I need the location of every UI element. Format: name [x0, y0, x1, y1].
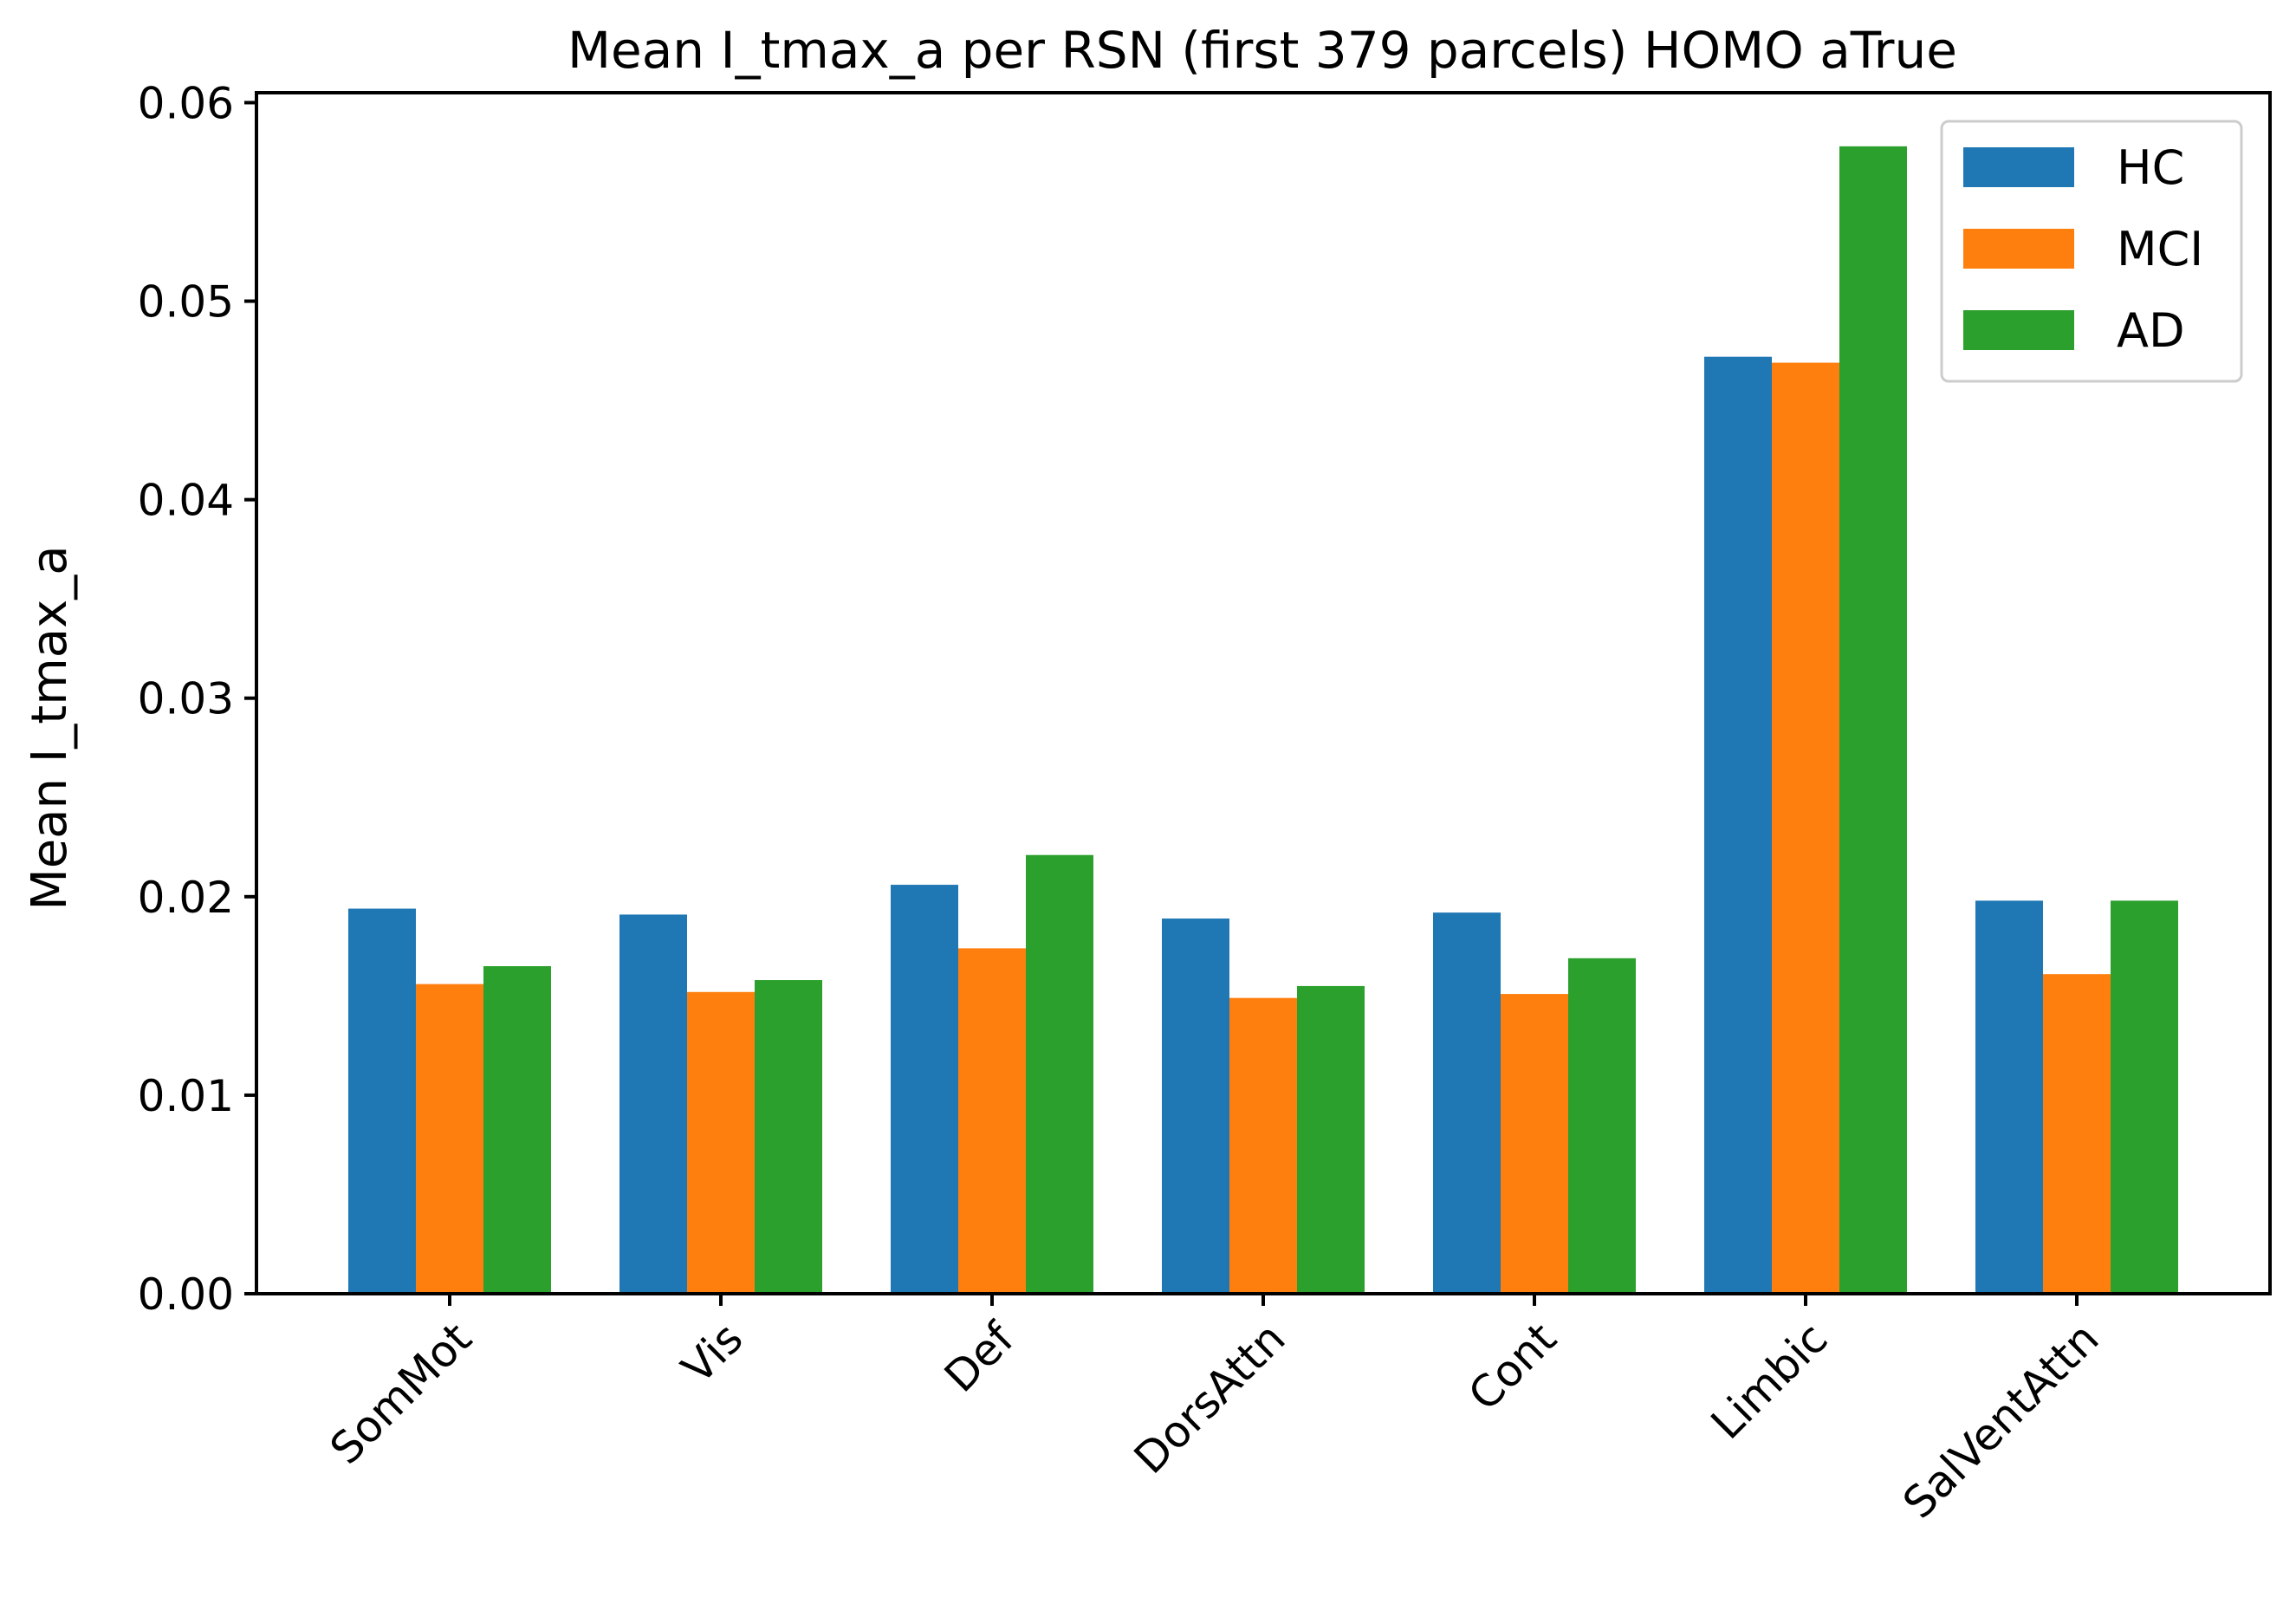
- bar-ad-salventattn: [2111, 900, 2178, 1294]
- legend-label-mci: MCI: [2117, 222, 2203, 276]
- legend-swatch-ad: [1963, 310, 2074, 350]
- bar-ad-def: [1026, 854, 1093, 1294]
- bar-ad-sommot: [483, 966, 551, 1294]
- bar-hc-limbic: [1704, 356, 1772, 1294]
- legend: HC MCI AD: [1940, 120, 2243, 383]
- bar-ad-cont: [1568, 958, 1636, 1294]
- x-tick-label: Def: [935, 1312, 1024, 1401]
- y-axis: 0.00 0.01 0.02 0.03 0.04 0.05 0.06: [138, 78, 256, 1320]
- bar-hc-dorsattn: [1162, 919, 1229, 1294]
- bar-ad-vis: [755, 980, 822, 1294]
- bar-mci-dorsattn: [1229, 997, 1297, 1294]
- chart-title: Mean I_tmax_a per RSN (first 379 parcels…: [568, 21, 1957, 80]
- bar-mci-sommot: [416, 984, 483, 1294]
- bar-ad-limbic: [1839, 146, 1907, 1295]
- y-tick-label: 0.02: [138, 873, 234, 923]
- x-axis: SomMot Vis Def DorsAttn Cont Limbic SalVentAtt…: [321, 1294, 2108, 1529]
- x-tick-label: Cont: [1459, 1313, 1566, 1420]
- bar-hc-vis: [619, 914, 687, 1294]
- legend-label-hc: HC: [2117, 140, 2184, 195]
- bar-mci-salventattn: [2043, 974, 2111, 1294]
- plot-frame: [255, 91, 2272, 1295]
- x-tick-label: Limbic: [1702, 1313, 1838, 1449]
- bar-hc-def: [891, 885, 958, 1294]
- y-tick-label: 0.01: [138, 1071, 234, 1121]
- bar-mci-def: [958, 948, 1026, 1294]
- x-tick-label: SomMot: [321, 1313, 482, 1474]
- x-tick-label: DorsAttn: [1125, 1313, 1295, 1483]
- bar-mci-cont: [1501, 994, 1568, 1294]
- y-tick-label: 0.05: [138, 277, 234, 328]
- x-tick-label: Vis: [672, 1313, 753, 1393]
- y-tick-label: 0.00: [138, 1269, 234, 1320]
- bars-layer: [348, 146, 2178, 1295]
- x-tick-label: SalVentAttn: [1893, 1313, 2108, 1528]
- y-tick-label: 0.04: [138, 476, 234, 526]
- bar-ad-dorsattn: [1297, 985, 1365, 1294]
- y-tick-label: 0.06: [138, 78, 234, 128]
- bar-mci-vis: [687, 991, 755, 1294]
- y-tick-label: 0.03: [138, 674, 234, 724]
- bar-mci-limbic: [1772, 362, 1839, 1295]
- y-axis-title: Mean I_tmax_a: [22, 545, 78, 910]
- legend-swatch-hc: [1963, 147, 2074, 187]
- legend-label-ad: AD: [2117, 303, 2185, 358]
- bar-hc-cont: [1433, 912, 1501, 1294]
- bar-hc-sommot: [348, 908, 416, 1294]
- legend-swatch-mci: [1963, 229, 2074, 269]
- bar-hc-salventattn: [1975, 900, 2043, 1294]
